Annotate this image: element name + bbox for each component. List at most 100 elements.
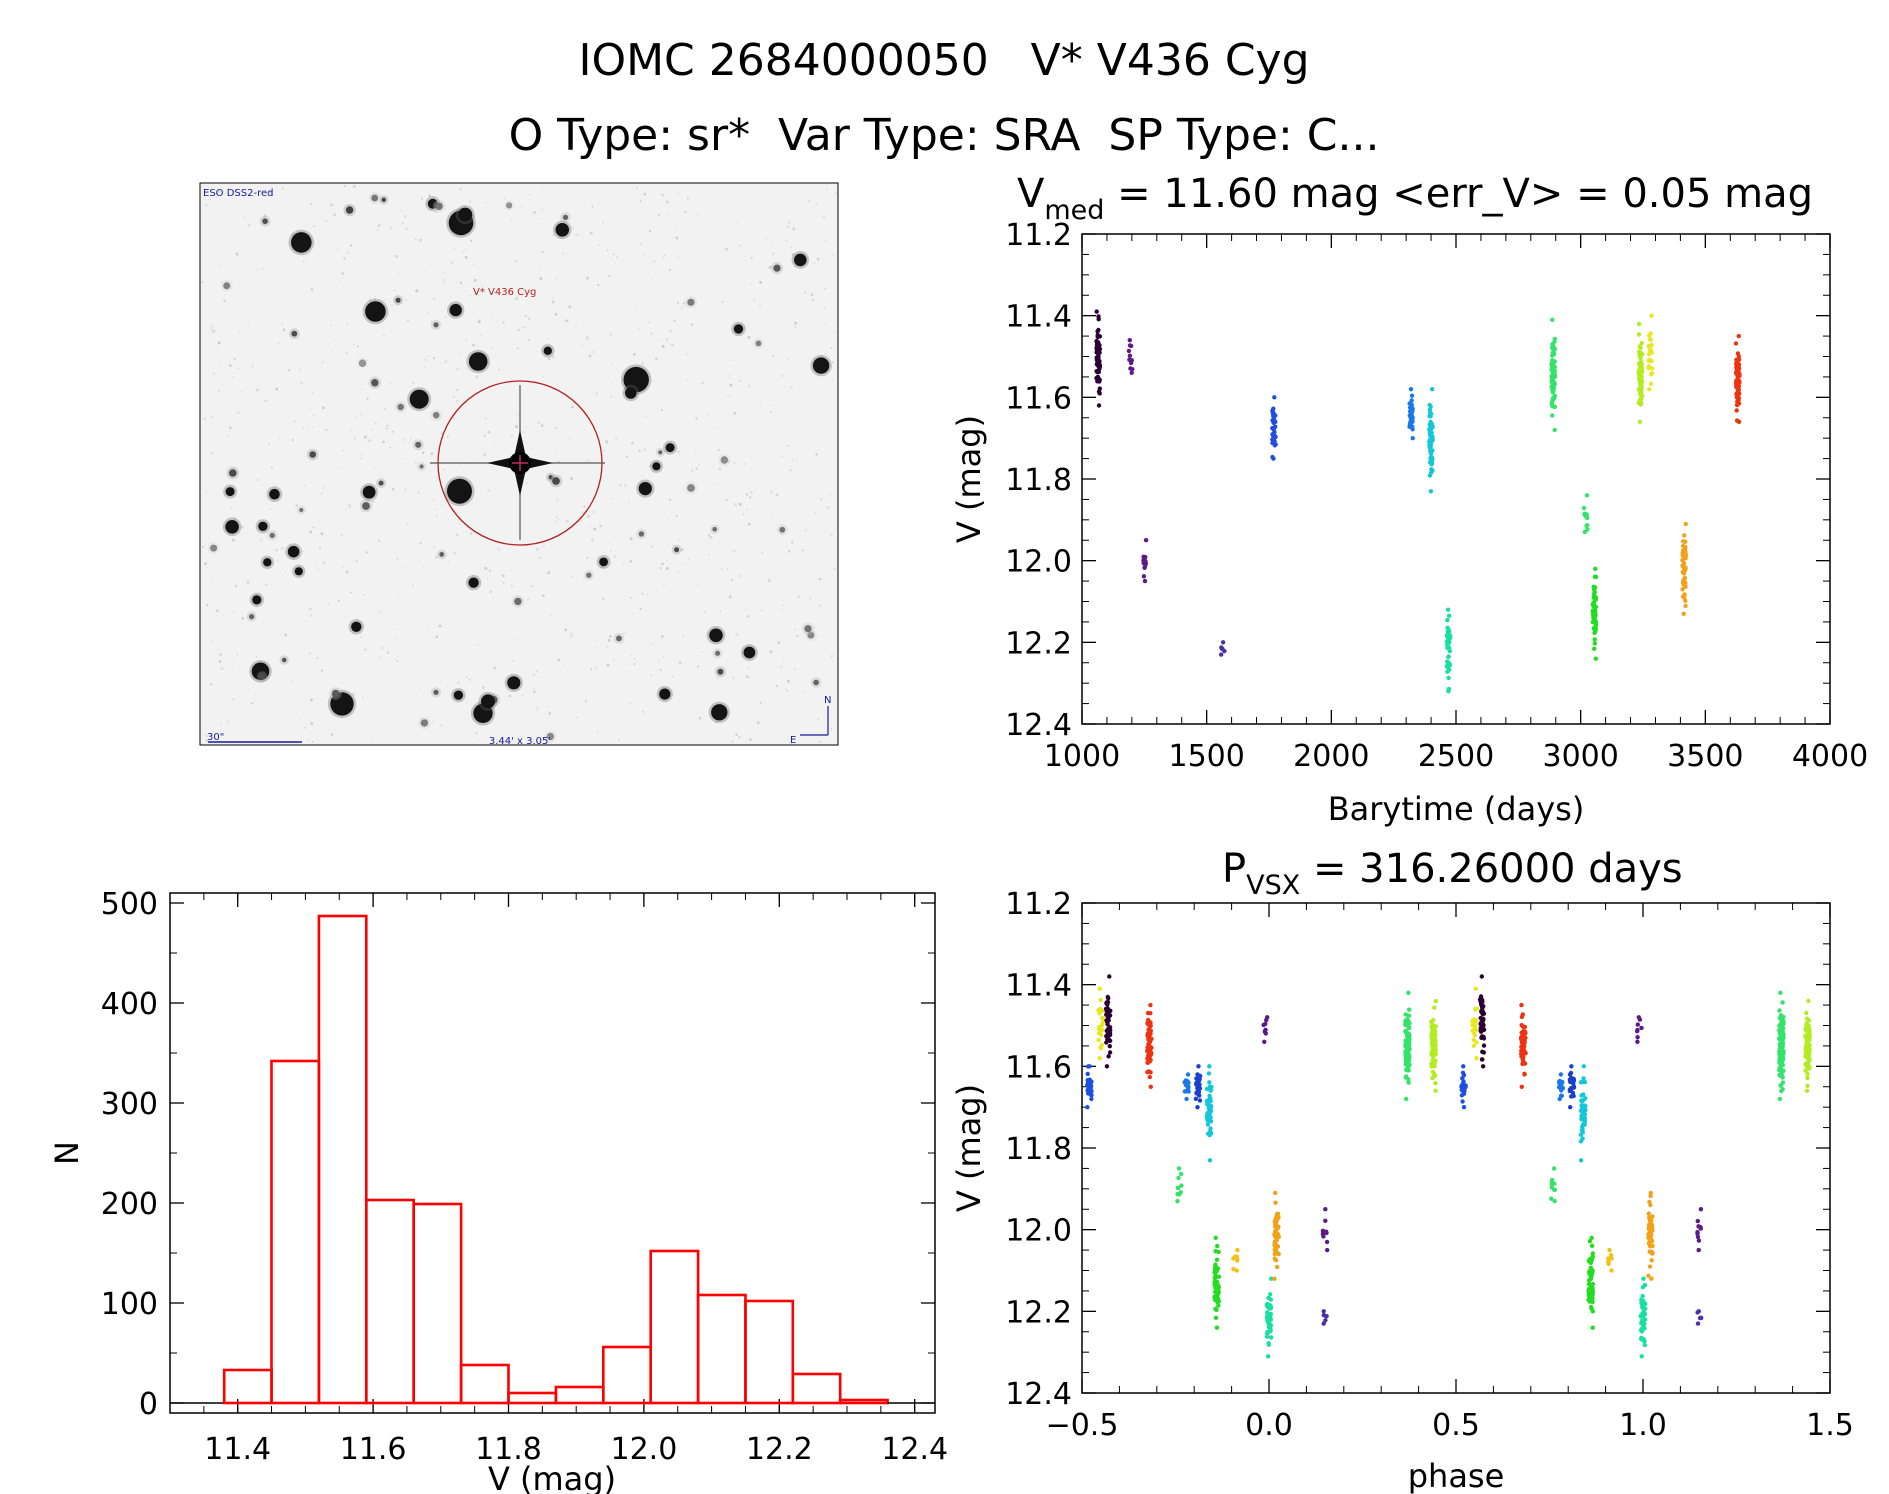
lightcurve-point [1639,340,1645,346]
sky-noise [556,498,559,501]
sky-noise [360,413,363,416]
sky-star [652,462,661,471]
sky-noise [284,571,287,574]
sky-noise [541,594,545,598]
sky-noise [510,219,513,222]
sky-noise [278,438,281,440]
sky-star [420,719,429,727]
phased-point [1262,1039,1267,1045]
phased-cluster [1103,974,1113,1069]
sky-noise [235,585,238,588]
lightcurve-point [1552,372,1558,378]
sky-noise [647,645,649,647]
sky-noise [542,217,545,220]
lightcurve-point [1592,585,1598,590]
sky-noise [329,323,332,327]
lightcurve-point [1683,603,1688,609]
sky-noise [517,328,520,332]
phased-point [1268,1328,1273,1333]
sky-star [447,478,472,504]
sky-noise [211,640,214,643]
sky-noise [750,282,753,285]
phased-point [1777,1067,1782,1073]
lightcurve-xtick-label: 3000 [1542,739,1618,774]
sky-star [514,597,522,606]
sky-noise [309,407,312,410]
sky-star [546,732,555,741]
sky-noise [501,574,505,578]
phased-point [1519,1084,1525,1090]
lightcurve-point [1683,539,1688,544]
histogram-bar [649,1249,700,1405]
sky-noise [522,666,525,668]
sky-noise [571,226,575,230]
sky-noise [373,467,376,471]
phased-point [1205,1122,1211,1127]
sky-noise [353,343,355,346]
phased-cluster [1695,1207,1704,1253]
lightcurve-point [1428,431,1433,436]
sky-noise [826,506,830,509]
compass-east-label: E [790,735,796,746]
sky-star [586,572,592,578]
sky-noise [834,191,838,194]
phased-point [1085,1064,1091,1069]
sky-noise [389,382,391,384]
phased-point [1196,1064,1201,1069]
phased-point [1519,1014,1525,1020]
phased-point [1806,998,1811,1004]
sky-noise [603,449,606,453]
sky-noise [421,565,424,569]
phased-point [1587,1271,1593,1277]
sky-noise [487,578,489,580]
sky-noise [350,591,353,594]
lightcurve-point [1430,387,1435,392]
phased-point [1695,1321,1701,1326]
sky-noise [433,546,436,549]
phased-point [1549,1196,1554,1201]
sky-noise [825,188,829,191]
sky-noise [432,297,436,301]
lightcurve-xtick-label: 4000 [1792,739,1868,774]
lightcurve-point [1127,357,1133,363]
phased-point [1147,1051,1152,1056]
sky-noise [754,489,757,491]
sky-noise [382,334,386,338]
phased-point [1590,1309,1596,1314]
phased-point [1637,1017,1643,1022]
lightcurve-title: Vmed = 11.60 mag <err_V> = 0.05 mag [1017,171,1813,226]
sky-noise [586,336,589,340]
sky-star [371,379,379,387]
sky-noise [215,348,218,351]
sky-noise [444,271,446,273]
sky-noise [455,399,459,403]
phased-cluster [1578,1064,1588,1163]
phased-point [1559,1088,1564,1093]
sky-noise [822,318,826,322]
phased-point [1432,1005,1437,1010]
sky-noise [487,430,491,434]
sky-noise [475,228,478,230]
sky-noise [414,461,417,463]
sky-noise [784,688,788,691]
sky-noise [465,552,467,554]
sky-noise [354,415,358,418]
sky-noise [718,467,722,471]
sky-star [249,614,255,620]
phased-point [1261,1022,1266,1028]
lightcurve-point [1096,317,1101,322]
sky-noise [455,533,459,537]
phased-cluster [1231,1247,1240,1273]
sky-noise [521,694,525,698]
sky-noise [793,668,796,671]
sky-noise [446,435,449,439]
lightcurve-point [1683,565,1688,570]
lightcurve-xtick-label: 1000 [1044,739,1120,774]
sky-noise [371,429,373,431]
histogram-ylabel: N [48,1141,86,1165]
sky-noise [686,379,689,381]
sky-noise [687,558,690,561]
lightcurve-point [1592,590,1597,596]
sky-noise [247,688,250,691]
sky-noise [535,710,538,713]
